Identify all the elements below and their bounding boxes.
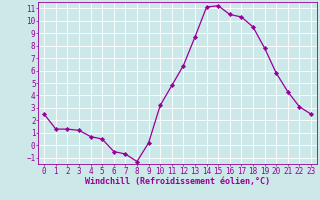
X-axis label: Windchill (Refroidissement éolien,°C): Windchill (Refroidissement éolien,°C): [85, 177, 270, 186]
